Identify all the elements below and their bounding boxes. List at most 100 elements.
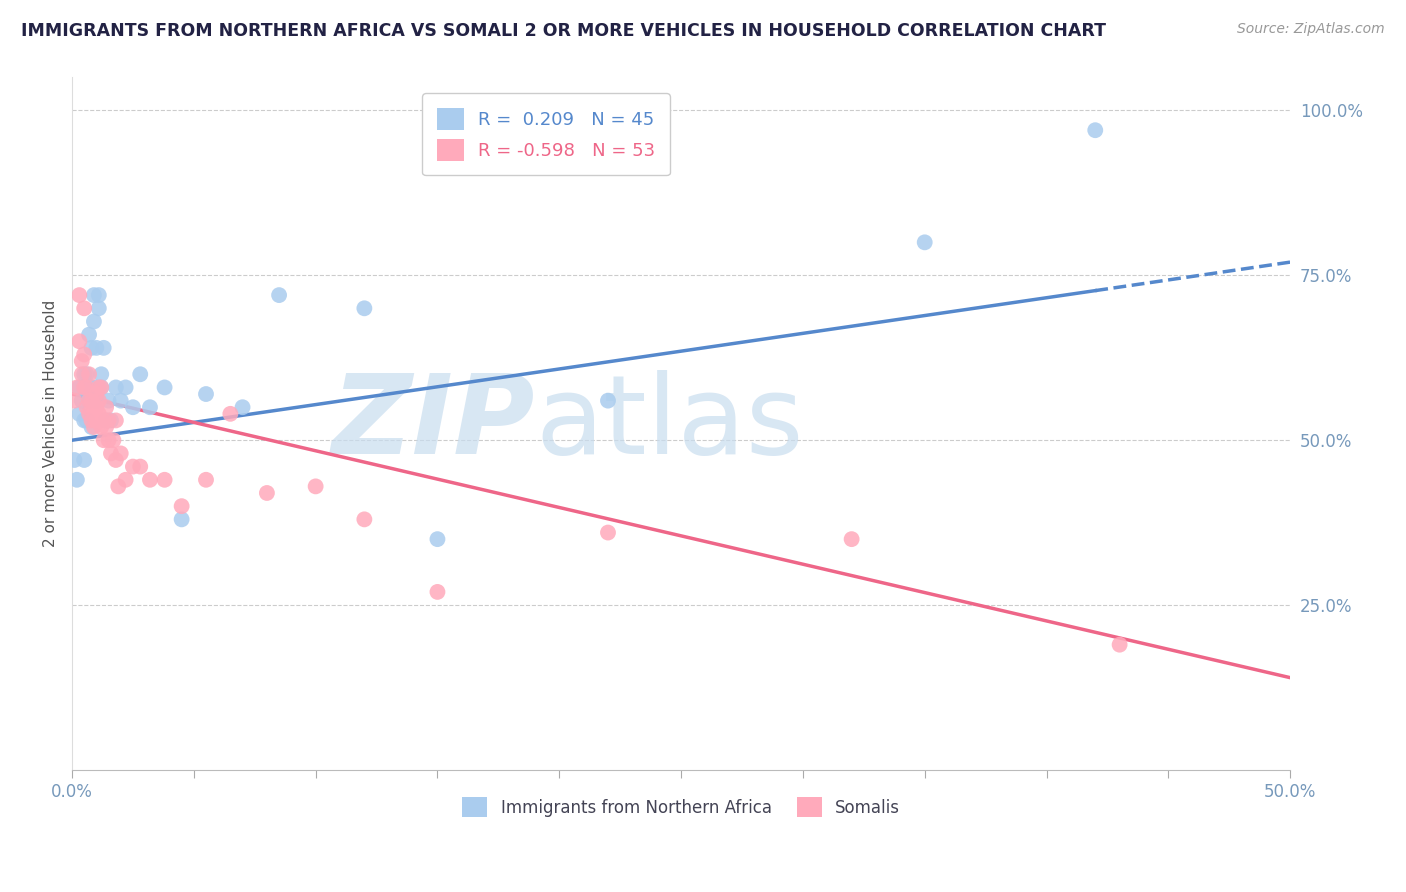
Point: [63, 453, 86, 467]
Point: [80, 341, 103, 355]
Point: [73, 453, 96, 467]
Point: [86, 393, 108, 408]
Point: [1084, 123, 1107, 137]
Point: [87, 288, 110, 302]
Point: [122, 401, 145, 415]
Point: [77, 407, 100, 421]
Point: [76, 368, 98, 382]
Point: [70, 393, 93, 408]
Point: [153, 380, 176, 394]
Point: [87, 380, 110, 394]
Point: [87, 407, 110, 421]
Point: [90, 380, 112, 394]
Point: [107, 479, 129, 493]
Point: [170, 499, 193, 513]
Point: [104, 453, 127, 467]
Point: [353, 512, 375, 526]
Point: [914, 235, 936, 250]
Point: [86, 413, 108, 427]
Point: [219, 407, 242, 421]
Point: [80, 393, 103, 408]
Point: [94, 413, 117, 427]
Point: [73, 413, 96, 427]
Point: [83, 420, 105, 434]
Point: [114, 473, 136, 487]
Text: IMMIGRANTS FROM NORTHERN AFRICA VS SOMALI 2 OR MORE VEHICLES IN HOUSEHOLD CORREL: IMMIGRANTS FROM NORTHERN AFRICA VS SOMAL…: [21, 22, 1107, 40]
Point: [90, 368, 112, 382]
Point: [77, 327, 100, 342]
Point: [426, 585, 449, 599]
Point: [76, 413, 98, 427]
Point: [114, 380, 136, 394]
Point: [67, 334, 90, 349]
Point: [304, 479, 326, 493]
Point: [77, 393, 100, 408]
Point: [83, 314, 105, 328]
Point: [73, 347, 96, 361]
Text: ZIP: ZIP: [332, 370, 534, 477]
Point: [94, 420, 117, 434]
Point: [86, 341, 108, 355]
Point: [86, 380, 108, 394]
Point: [67, 407, 90, 421]
Point: [76, 401, 98, 415]
Point: [110, 393, 132, 408]
Point: [153, 473, 176, 487]
Point: [73, 380, 96, 394]
Point: [77, 380, 100, 394]
Point: [63, 393, 86, 408]
Point: [129, 368, 152, 382]
Point: [67, 288, 90, 302]
Point: [80, 413, 103, 427]
Point: [97, 413, 120, 427]
Y-axis label: 2 or more Vehicles in Household: 2 or more Vehicles in Household: [44, 300, 58, 548]
Point: [195, 473, 218, 487]
Point: [73, 301, 96, 316]
Point: [93, 434, 115, 448]
Point: [841, 532, 863, 546]
Point: [596, 393, 619, 408]
Point: [66, 380, 89, 394]
Point: [80, 380, 103, 394]
Point: [269, 288, 291, 302]
Point: [1108, 638, 1130, 652]
Point: [110, 446, 132, 460]
Point: [97, 393, 120, 408]
Point: [77, 393, 100, 408]
Point: [83, 401, 105, 415]
Point: [70, 354, 93, 368]
Legend: Immigrants from Northern Africa, Somalis: Immigrants from Northern Africa, Somalis: [456, 790, 907, 824]
Point: [100, 446, 122, 460]
Point: [86, 387, 108, 401]
Point: [122, 459, 145, 474]
Point: [353, 301, 375, 316]
Point: [80, 420, 103, 434]
Text: Source: ZipAtlas.com: Source: ZipAtlas.com: [1237, 22, 1385, 37]
Point: [73, 368, 96, 382]
Point: [103, 434, 125, 448]
Point: [93, 413, 115, 427]
Point: [83, 288, 105, 302]
Point: [100, 413, 122, 427]
Point: [426, 532, 449, 546]
Point: [139, 473, 162, 487]
Point: [104, 380, 127, 394]
Point: [67, 380, 90, 394]
Point: [97, 434, 120, 448]
Text: atlas: atlas: [534, 370, 803, 477]
Point: [104, 413, 127, 427]
Point: [70, 368, 93, 382]
Point: [76, 380, 98, 394]
Point: [596, 525, 619, 540]
Point: [90, 380, 112, 394]
Point: [232, 401, 254, 415]
Point: [195, 387, 218, 401]
Point: [94, 401, 117, 415]
Point: [77, 368, 100, 382]
Point: [170, 512, 193, 526]
Point: [129, 459, 152, 474]
Point: [93, 341, 115, 355]
Point: [87, 301, 110, 316]
Point: [256, 486, 278, 500]
Point: [66, 473, 89, 487]
